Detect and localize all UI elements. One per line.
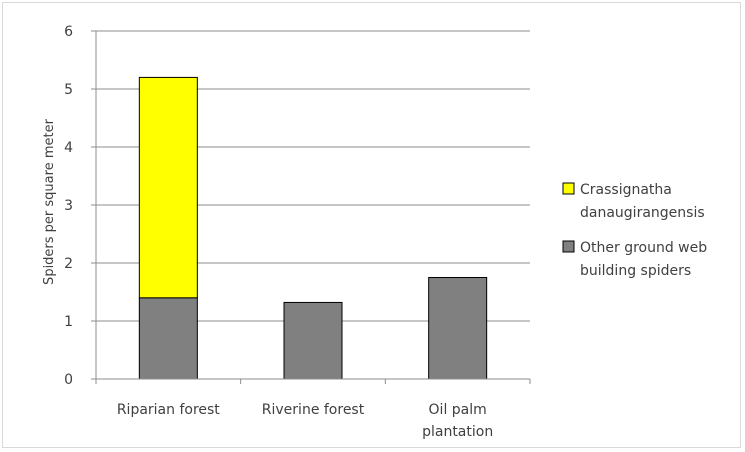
- legend: Crassignatha danaugirangensis Other ground…: [562, 182, 707, 279]
- bars: [138, 76, 488, 380]
- legend-swatch-other-spiders: [562, 240, 575, 253]
- bar-other-spiders-2: [428, 277, 488, 380]
- y-tick-label: 1: [64, 314, 73, 330]
- y-tick-label: 5: [64, 82, 73, 98]
- bar-other-spiders-1: [283, 301, 343, 380]
- y-tick-label: 2: [64, 256, 73, 272]
- y-tick-label: 3: [64, 198, 73, 214]
- legend-swatch-crassignatha: [562, 182, 575, 195]
- y-tick-label: 6: [64, 24, 73, 40]
- legend-label: building spiders: [580, 263, 691, 279]
- legend-label: danaugirangensis: [580, 205, 705, 221]
- axes: [91, 30, 531, 384]
- x-tick-label: Riverine forest: [262, 402, 365, 418]
- x-tick-labels: Riparian forest Riverine forest Oil palm pl…: [117, 402, 493, 440]
- legend-label: Other ground web: [580, 240, 707, 256]
- bar-crassignatha-0: [138, 76, 198, 299]
- bar-other-spiders-0: [138, 297, 198, 380]
- legend-label: Crassignatha: [580, 182, 672, 198]
- chart-frame: [2, 2, 741, 448]
- y-tick-label: 0: [64, 372, 73, 388]
- x-tick-label: Riparian forest: [117, 402, 220, 418]
- x-tick-label: plantation: [422, 424, 493, 440]
- x-tick-label: Oil palm: [429, 402, 487, 418]
- y-axis-title: Spiders per square meter: [42, 118, 57, 285]
- y-tick-label: 4: [64, 140, 73, 156]
- y-tick-labels: 0 1 2 3 4 5 6: [64, 24, 73, 388]
